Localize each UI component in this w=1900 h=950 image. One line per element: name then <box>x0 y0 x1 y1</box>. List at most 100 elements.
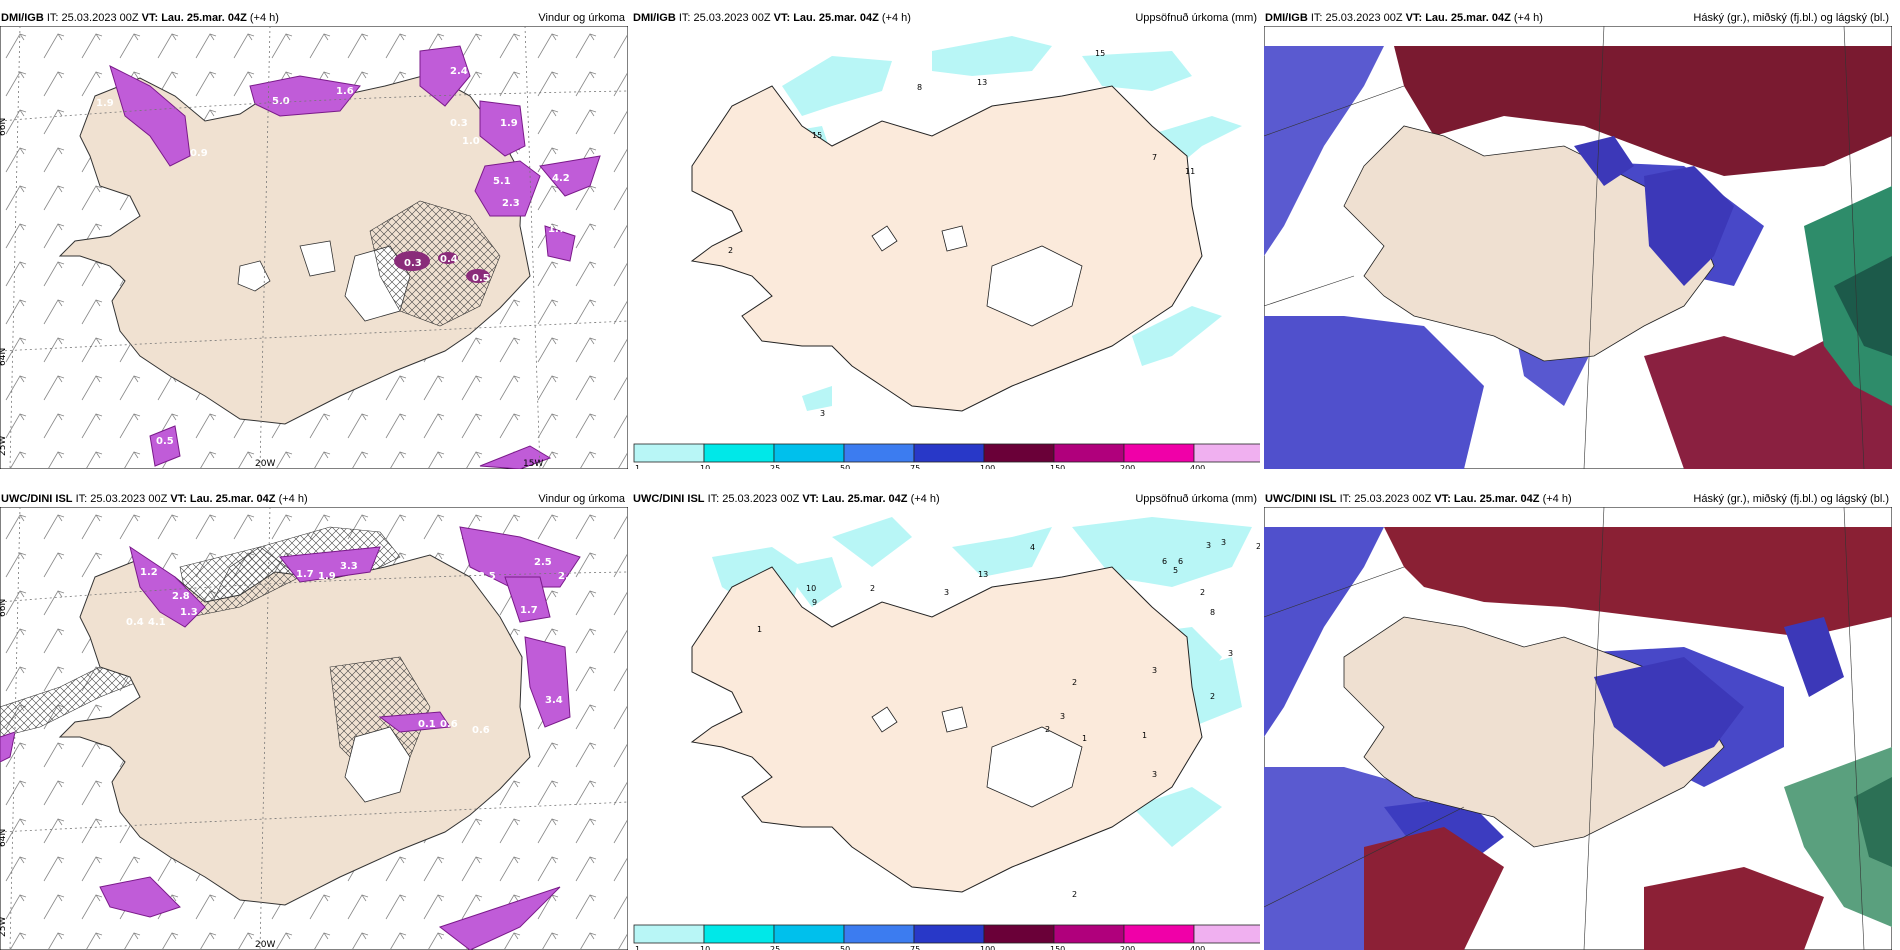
panel-title: UWC/DINI ISL IT: 25.03.2023 00Z VT: Lau.… <box>1264 492 1892 506</box>
precip-cells <box>0 526 581 950</box>
accum-value: 6 <box>1162 557 1167 566</box>
precip-value: 0.6 <box>440 719 458 730</box>
accum-value: 13 <box>977 78 987 87</box>
lon-label: 25W <box>0 917 8 937</box>
accum-value: 11 <box>1185 167 1195 176</box>
map-svg: 1.9 0.9 5.0 1.6 2.4 0.3 1.0 1.9 5.1 4.2 … <box>0 26 628 469</box>
accum-value: 3 <box>820 409 825 418</box>
precip-value: 1.0 <box>462 136 480 147</box>
precip-value: 0.3 <box>450 118 468 129</box>
accum-value: 3 <box>944 588 949 597</box>
model-name: DMI/IGB <box>1 12 44 24</box>
precip-value: 1.9 <box>500 118 518 129</box>
map-area <box>1264 26 1892 469</box>
lead-time: (+4 h) <box>881 12 911 24</box>
low-cloud-area <box>1264 46 1384 256</box>
precip-value: 4.1 <box>148 617 166 628</box>
precip-value: 1.6 <box>336 86 354 97</box>
model-name: UWC/DINI ISL <box>1 493 73 505</box>
legend-swatch <box>703 924 775 944</box>
accum-value: 1 <box>757 625 762 634</box>
precip-value: 2.5 <box>534 557 552 568</box>
legend-tick: 50 <box>840 464 850 469</box>
legend-tick: 100 <box>980 945 995 950</box>
precip-value: 1.7 <box>520 605 538 616</box>
map-grid-lines <box>1264 507 1865 950</box>
legend-tick: 75 <box>910 945 920 950</box>
legend-tick: 1 <box>635 464 640 469</box>
legend-swatch <box>773 443 845 463</box>
cloud-blobs <box>1574 136 1734 286</box>
accum-value: 2 <box>1072 890 1077 899</box>
legend-swatch <box>1053 443 1125 463</box>
model-name: UWC/DINI ISL <box>633 493 705 505</box>
init-time: IT: 25.03.2023 00Z <box>1339 493 1432 505</box>
legend-tick: 400 <box>1190 464 1205 469</box>
panel-title: UWC/DINI ISL IT: 25.03.2023 00Z VT: Lau.… <box>0 492 628 506</box>
accum-value: 8 <box>917 83 922 92</box>
precip-value: 2.3 <box>502 198 520 209</box>
valid-time: VT: Lau. 25.mar. 04Z <box>1434 493 1540 505</box>
legend-tick: 1 <box>635 945 640 950</box>
lat-label: 66N <box>0 599 8 617</box>
glacier-area <box>299 240 336 277</box>
mid-cloud-area <box>1854 777 1892 867</box>
low-cloud-area <box>1264 316 1484 469</box>
precip-value: 2.2 <box>558 571 576 582</box>
precip-labels: 1.9 0.9 5.0 1.6 2.4 0.3 1.0 1.9 5.1 4.2 … <box>96 66 576 447</box>
map-area: 1.2 2.8 1.3 0.4 4.1 3.3 1.7 1.9 3.5 2.5 … <box>0 507 628 950</box>
init-time: IT: 25.03.2023 00Z <box>1310 12 1403 24</box>
accum-value: 4 <box>1030 543 1035 552</box>
accum-value: 2 <box>1072 678 1077 687</box>
model-name: DMI/IGB <box>633 12 676 24</box>
legend-tick: 150 <box>1050 464 1065 469</box>
precip-value: 1.9 <box>96 98 114 109</box>
init-time: IT: 25.03.2023 00Z <box>707 493 800 505</box>
precip-value: 3.4 <box>545 695 563 706</box>
accum-value: 1 <box>1142 731 1147 740</box>
precip-cells-dark <box>394 251 490 283</box>
legend-colorbar: 1 10 25 50 75 100 150 200 400 <box>633 443 1260 469</box>
lat-label: 64N <box>0 348 8 366</box>
panel-title: UWC/DINI ISL IT: 25.03.2023 00Z VT: Lau.… <box>632 492 1260 506</box>
accum-value: 3 <box>1228 649 1233 658</box>
hatched-precip-area <box>369 200 501 327</box>
lead-time: (+4 h) <box>1513 12 1543 24</box>
legend-tick: 25 <box>770 945 780 950</box>
mid-cloud-area <box>1834 256 1892 356</box>
glacier-area <box>986 726 1083 808</box>
panel-kind: Háský (gr.), miðský (fj.bl.) og lágský (… <box>1693 12 1889 24</box>
legend-tick: 50 <box>840 945 850 950</box>
precip-value: 0.4 <box>126 617 144 628</box>
valid-time: VT: Lau. 25.mar. 04Z <box>141 12 247 24</box>
precip-value: 0.5 <box>472 273 490 284</box>
legend-tick: 10 <box>700 464 710 469</box>
glacier-area <box>986 245 1083 327</box>
legend-swatch <box>913 443 985 463</box>
lead-time: (+4 h) <box>249 12 279 24</box>
glacier-area <box>871 706 898 733</box>
map-area: 4 3 3 2 10 2 9 6 1 13 3 5 6 2 3 8 3 2 2 … <box>632 507 1260 950</box>
accum-value: 3 <box>1206 541 1211 550</box>
accum-value: 1 <box>1082 734 1087 743</box>
valid-time: VT: Lau. 25.mar. 04Z <box>773 12 879 24</box>
accum-value: 7 <box>1152 153 1157 162</box>
panel-dmi-accum-precip: DMI/IGB IT: 25.03.2023 00Z VT: Lau. 25.m… <box>632 11 1260 469</box>
legend-swatch <box>1053 924 1125 944</box>
panel-uwc-clouds: UWC/DINI ISL IT: 25.03.2023 00Z VT: Lau.… <box>1264 492 1892 950</box>
legend-swatch <box>1123 924 1195 944</box>
precip-value: 0.3 <box>404 258 422 269</box>
accum-value: 6 <box>1178 557 1183 566</box>
model-name: UWC/DINI ISL <box>1265 493 1337 505</box>
legend-swatch <box>1123 443 1195 463</box>
high-cloud-area <box>1364 827 1504 950</box>
precip-value: 1.2 <box>140 567 158 578</box>
lon-label: 15W <box>523 459 543 469</box>
precip-value: 5.1 <box>493 176 511 187</box>
accum-value: 5 <box>1173 566 1178 575</box>
panel-dmi-clouds: DMI/IGB IT: 25.03.2023 00Z VT: Lau. 25.m… <box>1264 11 1892 469</box>
panel-title: DMI/IGB IT: 25.03.2023 00Z VT: Lau. 25.m… <box>1264 11 1892 25</box>
legend-swatch <box>983 443 1055 463</box>
precip-value: 2.8 <box>172 591 190 602</box>
glacier-area <box>941 706 968 733</box>
